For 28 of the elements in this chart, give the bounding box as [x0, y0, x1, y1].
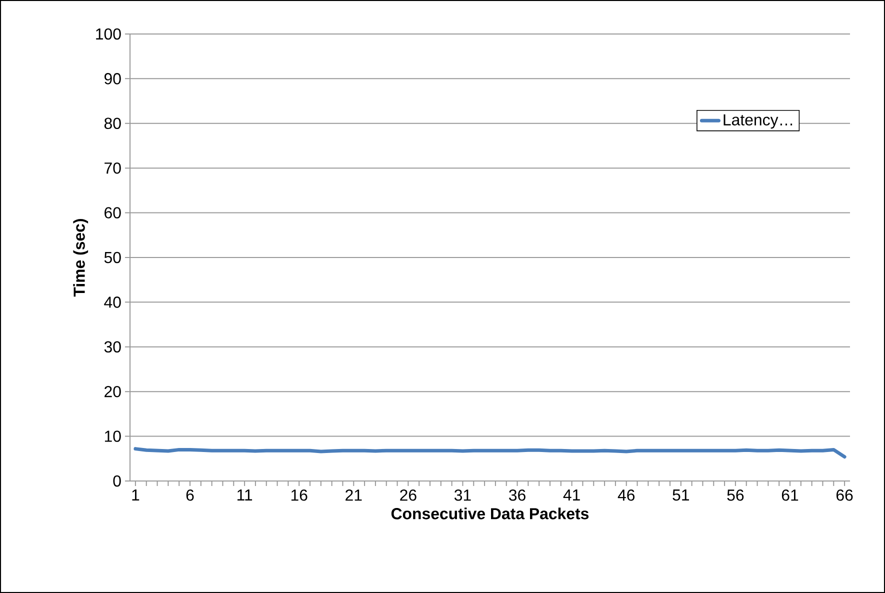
y-tick-label: 30: [104, 341, 121, 353]
x-axis-title: Consecutive Data Packets: [391, 508, 589, 520]
x-tick-label: 56: [727, 490, 744, 501]
y-tick-label: 90: [104, 73, 121, 84]
x-tick-label: 11: [238, 490, 252, 500]
y-tick-label: 40: [104, 296, 121, 308]
x-tick-label: 1: [132, 490, 140, 500]
x-tick-label: 36: [509, 490, 526, 501]
legend-label: Latency…: [724, 114, 792, 129]
y-tick-label: 80: [104, 118, 121, 130]
y-tick-label: 0: [113, 475, 121, 487]
y-axis-title: Time (sec): [73, 219, 88, 297]
x-tick-label: 21: [346, 490, 362, 501]
y-tick-label: 50: [104, 252, 121, 264]
x-tick-label: 41: [563, 490, 580, 500]
y-tick-label: 20: [104, 386, 121, 398]
x-tick-label: 66: [836, 490, 853, 501]
x-tick-label: 16: [291, 490, 308, 501]
x-tick-label: 46: [618, 490, 635, 501]
x-tick-label: 6: [186, 490, 194, 501]
y-tick-label: 100: [96, 28, 121, 40]
y-tick-label: 60: [104, 207, 121, 218]
x-tick-label: 26: [400, 490, 416, 501]
x-tick-label: 51: [672, 490, 689, 501]
y-tick-label: 70: [104, 162, 121, 174]
x-tick-label: 61: [782, 490, 798, 501]
y-tick-label: 10: [104, 430, 121, 442]
x-tick-label: 31: [454, 490, 471, 501]
